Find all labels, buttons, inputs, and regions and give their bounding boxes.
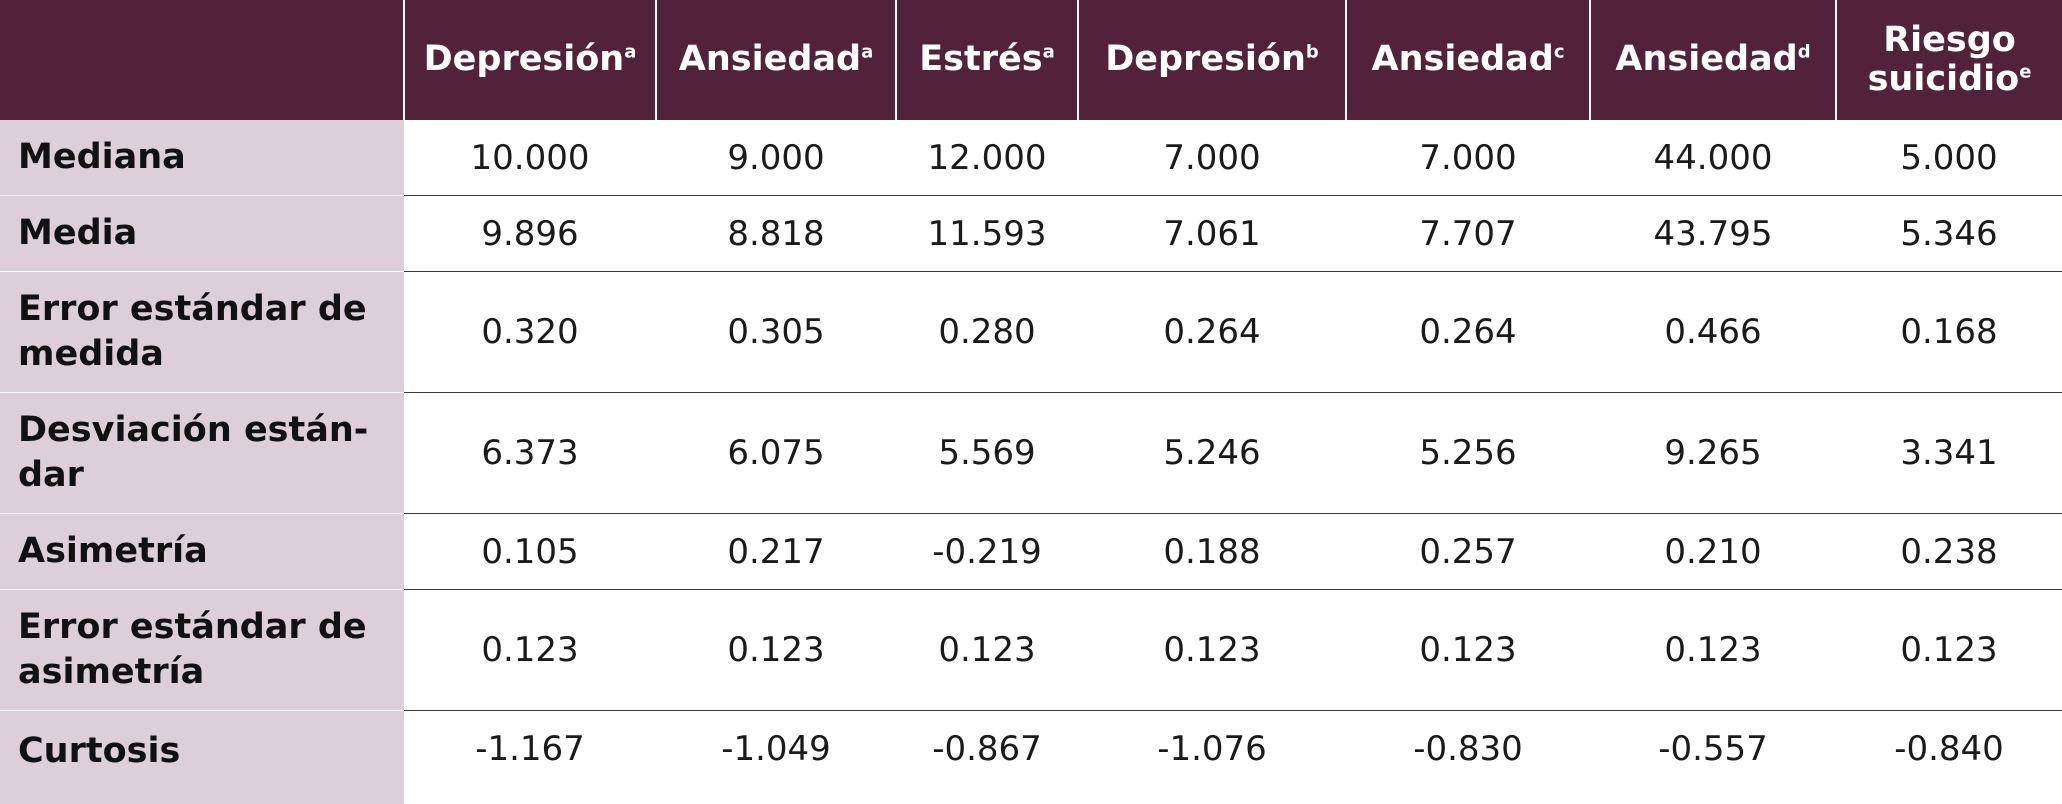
table-cell: 3.341 [1836, 393, 2062, 514]
table-cell: 0.188 [1078, 514, 1346, 590]
table-cell: 9.896 [404, 196, 656, 272]
table-cell: -0.867 [896, 711, 1078, 804]
header-label-line2: suicidio [1868, 59, 2020, 99]
table-cell: 0.280 [896, 272, 1078, 393]
table-cell: 0.123 [1346, 590, 1590, 711]
table-cell: 0.305 [656, 272, 896, 393]
header-estres-a: Estrésa [896, 0, 1078, 120]
header-label: Depresión [1105, 39, 1306, 79]
row-label-line2: medida [18, 332, 390, 378]
table-row-curtosis: Curtosis -1.167 -1.049 -0.867 -1.076 -0.… [0, 711, 2062, 804]
header-superscript: e [2019, 61, 2031, 82]
header-label: Estrés [919, 39, 1042, 79]
table-cell: 7.000 [1346, 120, 1590, 196]
table-cell: 0.257 [1346, 514, 1590, 590]
table-cell: 0.320 [404, 272, 656, 393]
table-cell: 5.256 [1346, 393, 1590, 514]
header-superscript: b [1306, 42, 1319, 63]
table-cell: 7.061 [1078, 196, 1346, 272]
table-cell: 12.000 [896, 120, 1078, 196]
table-cell: 5.569 [896, 393, 1078, 514]
table-cell: 0.264 [1078, 272, 1346, 393]
table-cell: 0.466 [1590, 272, 1836, 393]
table-cell: 0.168 [1836, 272, 2062, 393]
table-cell: 6.373 [404, 393, 656, 514]
table-cell: 0.123 [656, 590, 896, 711]
table-cell: 0.217 [656, 514, 896, 590]
table-cell: -1.076 [1078, 711, 1346, 804]
table-cell: 7.000 [1078, 120, 1346, 196]
table-cell: 0.123 [1078, 590, 1346, 711]
header-superscript: d [1798, 42, 1811, 63]
table-cell: 9.000 [656, 120, 896, 196]
header-ansiedad-d: Ansiedadd [1590, 0, 1836, 120]
header-label-line2-wrap: suicidioe [1843, 60, 2056, 99]
table-cell: 0.238 [1836, 514, 2062, 590]
table-cell: 5.346 [1836, 196, 2062, 272]
table-cell: 5.000 [1836, 120, 2062, 196]
header-label: Ansiedad [679, 39, 861, 79]
table-cell: 0.123 [1590, 590, 1836, 711]
header-superscript: a [861, 42, 873, 63]
table-cell: -0.557 [1590, 711, 1836, 804]
table-cell: -0.830 [1346, 711, 1590, 804]
header-label: Depresión [424, 39, 625, 79]
table-row-asimetria: Asimetría 0.105 0.217 -0.219 0.188 0.257… [0, 514, 2062, 590]
row-label-line1: Desviación están- [18, 408, 390, 454]
table-cell: 0.123 [404, 590, 656, 711]
table-cell: -0.219 [896, 514, 1078, 590]
table-cell: 7.707 [1346, 196, 1590, 272]
header-ansiedad-a: Ansiedada [656, 0, 896, 120]
table-row-desviacion-estandar: Desviación están-dar 6.373 6.075 5.569 5… [0, 393, 2062, 514]
table-cell: 0.123 [1836, 590, 2062, 711]
header-corner [0, 0, 404, 120]
table-cell: 43.795 [1590, 196, 1836, 272]
table-cell: -0.840 [1836, 711, 2062, 804]
table-cell: 11.593 [896, 196, 1078, 272]
header-row: Depresióna Ansiedada Estrésa Depresiónb … [0, 0, 2062, 120]
table-cell: 44.000 [1590, 120, 1836, 196]
header-superscript: a [1043, 42, 1055, 63]
row-label: Mediana [0, 120, 404, 196]
table-cell: 6.075 [656, 393, 896, 514]
table-row-media: Media 9.896 8.818 11.593 7.061 7.707 43.… [0, 196, 2062, 272]
header-depresion-a: Depresióna [404, 0, 656, 120]
table-cell: 0.105 [404, 514, 656, 590]
header-label: Ansiedad [1615, 39, 1797, 79]
header-superscript: c [1554, 42, 1565, 63]
header-label: Ansiedad [1372, 39, 1554, 79]
table-cell: -1.167 [404, 711, 656, 804]
row-label-line2: dar [18, 453, 390, 499]
row-label-line1: Error estándar de [18, 605, 390, 651]
table-row-mediana: Mediana 10.000 9.000 12.000 7.000 7.000 … [0, 120, 2062, 196]
row-label-line1: Error estándar de [18, 287, 390, 333]
table-cell: 9.265 [1590, 393, 1836, 514]
table-cell: 5.246 [1078, 393, 1346, 514]
row-label: Desviación están-dar [0, 393, 404, 514]
header-superscript: a [624, 42, 636, 63]
row-label: Curtosis [0, 711, 404, 804]
row-label: Media [0, 196, 404, 272]
header-depresion-b: Depresiónb [1078, 0, 1346, 120]
table-cell: 0.264 [1346, 272, 1590, 393]
table-cell: 0.210 [1590, 514, 1836, 590]
header-label-line1: Riesgo [1843, 21, 2056, 60]
row-label: Asimetría [0, 514, 404, 590]
row-label-line2: asimetría [18, 650, 390, 696]
table-cell: 0.123 [896, 590, 1078, 711]
table-cell: 8.818 [656, 196, 896, 272]
table-cell: 10.000 [404, 120, 656, 196]
table-cell: -1.049 [656, 711, 896, 804]
header-ansiedad-c: Ansiedadc [1346, 0, 1590, 120]
